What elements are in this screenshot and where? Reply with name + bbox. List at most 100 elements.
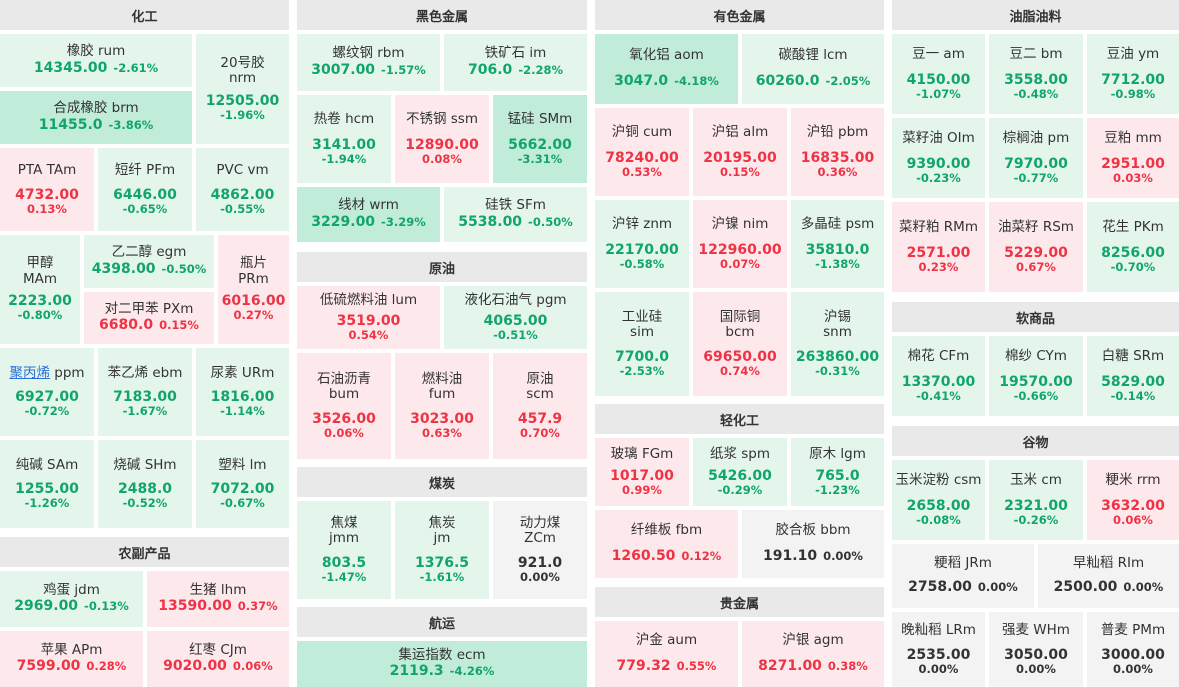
tile-lgm[interactable]: 原木 lgm 765.0 -1.23% (791, 438, 884, 506)
tile-prm[interactable]: 瓶片 PRm 6016.00 0.27% (218, 235, 289, 344)
tile-ssm[interactable]: 不锈钢 ssm 12890.00 0.08% (395, 95, 489, 183)
tile-rbm[interactable]: 螺纹钢 rbm 3007.00 -1.57% (297, 34, 440, 91)
tile-price: 263860.00 (795, 348, 880, 365)
tile-mam[interactable]: 甲醇 MAm 2223.00 -0.80% (0, 235, 80, 344)
tile-cym[interactable]: 棉纱 CYm 19570.00 -0.66% (989, 336, 1083, 416)
tile-name: 塑料 lm (218, 456, 267, 473)
tile-price: 2488.0 (117, 481, 173, 498)
tile-pm[interactable]: 棕榈油 pm 7970.00 -0.77% (989, 118, 1083, 198)
tile-price: 921.0 (517, 554, 563, 571)
tile-change: -0.13% (84, 599, 129, 614)
tile-pxm[interactable]: 对二甲苯 PXm 6680.0 0.15% (84, 292, 214, 344)
tile-change: -0.65% (122, 201, 168, 216)
tile-pfm[interactable]: 短纤 PFm 6446.00 -0.65% (98, 148, 192, 231)
tile-cfm[interactable]: 棉花 CFm 13370.00 -0.41% (892, 336, 985, 416)
tile-agm[interactable]: 沪银 agm 8271.00 0.38% (742, 621, 884, 687)
tile-jm[interactable]: 焦炭 jm 1376.5 -1.61% (395, 501, 489, 599)
tile-name: 液化石油气 pgm (464, 292, 567, 309)
tile-rsm[interactable]: 油菜籽 RSm 5229.00 0.67% (989, 202, 1083, 292)
tile-scm[interactable]: 原油 scm 457.9 0.70% (493, 353, 587, 459)
tile-rmm[interactable]: 菜籽粕 RMm 2571.00 0.23% (892, 202, 985, 292)
tile-oim[interactable]: 菜籽油 OIm 9390.00 -0.23% (892, 118, 985, 198)
tile-csm[interactable]: 玉米淀粉 csm 2658.00 -0.08% (892, 460, 985, 540)
tile-cm[interactable]: 玉米 cm 2321.00 -0.26% (989, 460, 1083, 540)
tile-lhm[interactable]: 生猪 lhm 13590.00 0.37% (147, 571, 289, 627)
tile-name: 菜籽油 OIm (902, 129, 975, 146)
tile-ecm[interactable]: 集运指数 ecm 2119.3 -4.26% (297, 641, 587, 687)
tile-hcm[interactable]: 热卷 hcm 3141.00 -1.94% (297, 95, 391, 183)
tile-im[interactable]: 铁矿石 im 706.0 -2.28% (444, 34, 587, 91)
tile-pkm[interactable]: 花生 PKm 8256.00 -0.70% (1087, 202, 1179, 292)
tile-brm[interactable]: 合成橡胶 brm 11455.0 -3.86% (0, 91, 192, 144)
tile-fgm[interactable]: 玻璃 FGm 1017.00 0.99% (595, 438, 689, 506)
tile-snm[interactable]: 沪锡 snm 263860.00 -0.31% (791, 292, 884, 396)
tile-jdm[interactable]: 鸡蛋 jdm 2969.00 -0.13% (0, 571, 143, 627)
tile-tam[interactable]: PTA TAm 4732.00 0.13% (0, 148, 94, 231)
section-header-ferrous: 黑色金属 (297, 0, 587, 30)
tile-ebm[interactable]: 苯乙烯 ebm 7183.00 -1.67% (98, 348, 192, 436)
tile-sfm[interactable]: 硅铁 SFm 5538.00 -0.50% (444, 187, 587, 242)
tile-name: 乙二醇 egm (111, 244, 187, 261)
tile-change: -1.07% (916, 87, 961, 102)
tile-shm[interactable]: 烧碱 SHm 2488.0 -0.52% (98, 440, 192, 528)
tile-nim[interactable]: 沪镍 nim 122960.00 0.07% (693, 200, 787, 288)
tile-price: 4398.00 (91, 260, 156, 277)
tile-change: -0.77% (1013, 171, 1059, 186)
tile-pgm[interactable]: 液化石油气 pgm 4065.00 -0.51% (444, 286, 587, 349)
tile-name: 甲醇 (26, 255, 54, 272)
tile-rim[interactable]: 早籼稻 RIm 2500.00 0.00% (1038, 544, 1179, 608)
tile-srm[interactable]: 白糖 SRm 5829.00 -0.14% (1087, 336, 1179, 416)
tile-change: 0.06% (1113, 513, 1153, 528)
tile-lcm[interactable]: 碳酸锂 lcm 60260.0 -2.05% (742, 34, 884, 104)
tile-zcm[interactable]: 动力煤 ZCm 921.0 0.00% (493, 501, 587, 599)
tile-price: 60260.0 (755, 73, 820, 90)
tile-aom[interactable]: 氧化铝 aom 3047.0 -4.18% (595, 34, 738, 104)
tile-smm[interactable]: 锰硅 SMm 5662.00 -3.31% (493, 95, 587, 183)
tile-vm[interactable]: PVC vm 4862.00 -0.55% (196, 148, 289, 231)
tile-am[interactable]: 豆一 am 4150.00 -1.07% (892, 34, 985, 114)
tile-name-link[interactable]: 聚丙烯 (9, 364, 50, 381)
tile-name: 沪铜 cum (611, 123, 673, 140)
tile-whm[interactable]: 强麦 WHm 3050.00 0.00% (989, 612, 1083, 687)
tile-mm[interactable]: 豆粕 mm 2951.00 0.03% (1087, 118, 1179, 198)
tile-price: 12890.00 (405, 137, 479, 154)
tile-apm[interactable]: 苹果 APm 7599.00 0.28% (0, 631, 143, 687)
tile-jmm[interactable]: 焦煤 jmm 803.5 -1.47% (297, 501, 391, 599)
section-header-agri-products: 农副产品 (0, 537, 289, 567)
tile-lm[interactable]: 塑料 lm 7072.00 -0.67% (196, 440, 289, 528)
tile-bm[interactable]: 豆二 bm 3558.00 -0.48% (989, 34, 1083, 114)
tile-ppm[interactable]: 聚丙烯 ppm 6927.00 -0.72% (0, 348, 94, 436)
tile-znm[interactable]: 沪锌 znm 22170.00 -0.58% (595, 200, 689, 288)
tile-jrm[interactable]: 粳稻 JRm 2758.00 0.00% (892, 544, 1034, 608)
tile-pbm[interactable]: 沪铅 pbm 16835.00 0.36% (791, 108, 884, 196)
tile-name: PVC vm (216, 162, 269, 179)
tile-fum[interactable]: 燃料油 fum 3023.00 0.63% (395, 353, 489, 459)
tile-rum[interactable]: 橡胶 rum 14345.00 -2.61% (0, 34, 192, 87)
tile-rrm[interactable]: 粳米 rrm 3632.00 0.06% (1087, 460, 1179, 540)
tile-price: 2321.00 (1004, 498, 1068, 515)
tile-lum[interactable]: 低硫燃料油 lum 3519.00 0.54% (297, 286, 440, 349)
tile-cjm[interactable]: 红枣 CJm 9020.00 0.06% (147, 631, 289, 687)
tile-aum[interactable]: 沪金 aum 779.32 0.55% (595, 621, 738, 687)
tile-spm[interactable]: 纸浆 spm 5426.00 -0.29% (693, 438, 787, 506)
tile-price: 1816.00 (210, 389, 275, 406)
tile-urm[interactable]: 尿素 URm 1816.00 -1.14% (196, 348, 289, 436)
tile-bcm[interactable]: 国际铜 bcm 69650.00 0.74% (693, 292, 787, 396)
tile-cum[interactable]: 沪铜 cum 78240.00 0.53% (595, 108, 689, 196)
tile-name: 尿素 URm (210, 364, 275, 381)
tile-lrm[interactable]: 晚籼稻 LRm 2535.00 0.00% (892, 612, 985, 687)
tile-bbm[interactable]: 胶合板 bbm 191.10 0.00% (742, 510, 884, 578)
tile-nrm[interactable]: 20号胶 nrm 12505.00 -1.96% (196, 34, 289, 144)
tile-ym[interactable]: 豆油 ym 7712.00 -0.98% (1087, 34, 1179, 114)
tile-wrm[interactable]: 线材 wrm 3229.00 -3.29% (297, 187, 440, 242)
tile-code: nrm (228, 70, 257, 87)
tile-alm[interactable]: 沪铝 alm 20195.00 0.15% (693, 108, 787, 196)
tile-sim[interactable]: 工业硅 sim 7700.0 -2.53% (595, 292, 689, 396)
tile-psm[interactable]: 多晶硅 psm 35810.0 -1.38% (791, 200, 884, 288)
tile-egm[interactable]: 乙二醇 egm 4398.00 -0.50% (84, 235, 214, 288)
tile-pmm[interactable]: 普麦 PMm 3000.00 0.00% (1087, 612, 1179, 687)
tile-bum[interactable]: 石油沥青 bum 3526.00 0.06% (297, 353, 391, 459)
tile-price: 7599.00 (16, 658, 81, 675)
tile-sam[interactable]: 纯碱 SAm 1255.00 -1.26% (0, 440, 94, 528)
tile-fbm[interactable]: 纤维板 fbm 1260.50 0.12% (595, 510, 738, 578)
